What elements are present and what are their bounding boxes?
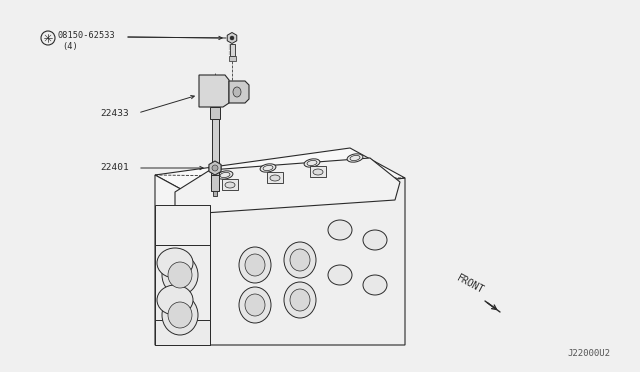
Polygon shape bbox=[229, 81, 249, 103]
Ellipse shape bbox=[290, 249, 310, 271]
Text: 08150-62533: 08150-62533 bbox=[57, 32, 115, 41]
Ellipse shape bbox=[157, 248, 193, 278]
Ellipse shape bbox=[284, 242, 316, 278]
Polygon shape bbox=[155, 175, 210, 345]
Polygon shape bbox=[267, 172, 283, 183]
Ellipse shape bbox=[363, 230, 387, 250]
Polygon shape bbox=[209, 161, 221, 175]
Polygon shape bbox=[175, 158, 400, 215]
Ellipse shape bbox=[233, 87, 241, 97]
Ellipse shape bbox=[168, 262, 192, 288]
Text: 22401: 22401 bbox=[100, 164, 129, 173]
Polygon shape bbox=[210, 178, 405, 345]
Polygon shape bbox=[155, 245, 210, 345]
Bar bbox=[228, 56, 236, 61]
Bar bbox=[211, 167, 219, 177]
Ellipse shape bbox=[260, 164, 276, 172]
Polygon shape bbox=[155, 320, 210, 345]
Ellipse shape bbox=[212, 165, 218, 171]
Text: FRONT: FRONT bbox=[455, 273, 486, 295]
Ellipse shape bbox=[239, 287, 271, 323]
Text: J22000U2: J22000U2 bbox=[567, 349, 610, 358]
Ellipse shape bbox=[363, 275, 387, 295]
Bar bbox=[211, 175, 219, 191]
Ellipse shape bbox=[270, 175, 280, 181]
Ellipse shape bbox=[347, 154, 363, 162]
Polygon shape bbox=[155, 205, 210, 245]
Ellipse shape bbox=[284, 282, 316, 318]
Ellipse shape bbox=[328, 265, 352, 285]
Ellipse shape bbox=[209, 163, 221, 173]
Polygon shape bbox=[199, 75, 229, 107]
Text: (4): (4) bbox=[62, 42, 77, 51]
Bar bbox=[230, 44, 234, 55]
Ellipse shape bbox=[313, 169, 323, 175]
Text: 22433: 22433 bbox=[100, 109, 129, 118]
Polygon shape bbox=[227, 32, 237, 44]
Ellipse shape bbox=[157, 285, 193, 315]
Ellipse shape bbox=[225, 182, 235, 188]
Ellipse shape bbox=[245, 254, 265, 276]
Ellipse shape bbox=[245, 294, 265, 316]
Ellipse shape bbox=[290, 289, 310, 311]
Polygon shape bbox=[155, 148, 405, 205]
Ellipse shape bbox=[239, 247, 271, 283]
Polygon shape bbox=[310, 166, 326, 177]
Ellipse shape bbox=[304, 159, 320, 167]
Ellipse shape bbox=[217, 171, 233, 179]
Ellipse shape bbox=[168, 302, 192, 328]
Polygon shape bbox=[222, 179, 238, 190]
Ellipse shape bbox=[162, 295, 198, 335]
Ellipse shape bbox=[328, 220, 352, 240]
Ellipse shape bbox=[230, 36, 234, 40]
Ellipse shape bbox=[162, 255, 198, 295]
Bar bbox=[213, 191, 217, 196]
Bar bbox=[210, 107, 220, 119]
Bar bbox=[211, 119, 218, 164]
